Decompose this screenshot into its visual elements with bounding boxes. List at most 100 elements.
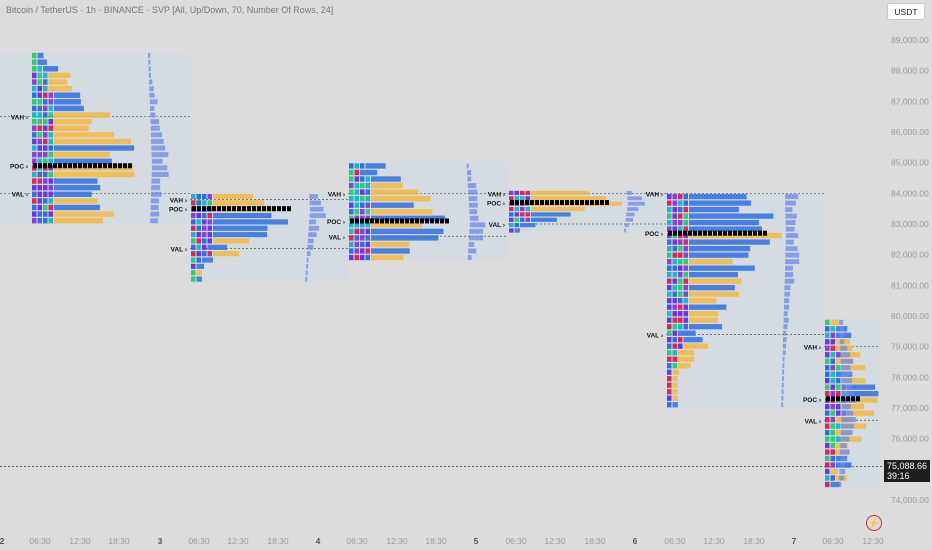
profile-cell xyxy=(672,265,677,271)
currency-button[interactable]: USDT xyxy=(887,3,925,20)
poc-segment xyxy=(738,230,742,236)
profile-cell xyxy=(683,304,688,310)
profile-cell xyxy=(349,182,354,189)
poc-segment xyxy=(113,163,117,169)
session-histogram-bar xyxy=(468,241,475,247)
profile-cell xyxy=(667,285,672,291)
volume-bar xyxy=(689,285,735,291)
profile-cell xyxy=(349,248,354,254)
profile-cell xyxy=(191,212,196,219)
profile-cell xyxy=(354,176,359,182)
poc-segment xyxy=(212,206,216,212)
volume-bar xyxy=(841,378,866,384)
poc-segment xyxy=(600,200,604,206)
volume-bar xyxy=(689,304,727,310)
volume-bar xyxy=(371,248,410,254)
x-tick-label: 2 xyxy=(0,536,5,546)
poc-segment xyxy=(836,396,840,402)
volume-bar xyxy=(678,356,695,362)
profile-cell xyxy=(825,468,830,475)
profile-cell xyxy=(830,352,835,358)
x-tick-label: 18:30 xyxy=(584,536,606,546)
profile-cell xyxy=(672,304,677,310)
poc-segment xyxy=(88,163,92,169)
profile-cell xyxy=(825,436,830,442)
profile-cell xyxy=(683,200,688,206)
profile-cell xyxy=(667,200,672,206)
session-histogram-bar xyxy=(309,194,319,199)
volume-bar xyxy=(54,145,135,151)
session-histogram-bar xyxy=(782,356,785,362)
x-tick-label: 18:30 xyxy=(267,536,289,546)
profile-cell xyxy=(830,345,835,351)
volume-bar xyxy=(54,132,114,138)
profile-cell xyxy=(672,252,677,258)
poc-segment xyxy=(370,218,374,224)
poc-segment xyxy=(763,230,767,236)
profile-cell xyxy=(667,324,672,330)
profile-cell xyxy=(672,343,677,349)
profile-cell xyxy=(825,358,830,364)
session-histogram-bar xyxy=(841,417,857,423)
poc-segment xyxy=(123,163,127,169)
profile-cell xyxy=(202,193,207,200)
lightning-bolt-icon[interactable]: ⚡ xyxy=(866,515,882,531)
profile-cell xyxy=(667,265,672,271)
profile-cell xyxy=(836,410,841,416)
level-label: POC › xyxy=(645,231,663,238)
poc-segment xyxy=(63,163,67,169)
volume-bar xyxy=(841,404,865,410)
profile-cell xyxy=(825,423,830,429)
profile-cell xyxy=(672,330,677,336)
profile-cell xyxy=(191,263,196,269)
profile-cell xyxy=(207,193,212,200)
volume-bar xyxy=(54,191,92,197)
profile-cell xyxy=(830,429,835,436)
poc-segment xyxy=(683,230,687,236)
profile-cell xyxy=(830,423,835,429)
profile-cell xyxy=(43,79,48,85)
profile-cell xyxy=(365,241,370,248)
profile-cell xyxy=(196,219,201,225)
profile-cell xyxy=(520,190,525,196)
session-histogram-bar xyxy=(782,343,787,349)
poc-segment xyxy=(355,218,359,224)
profile-cell xyxy=(678,285,683,291)
profile-cell xyxy=(667,369,672,375)
profile-cell xyxy=(667,382,672,388)
profile-cell xyxy=(672,213,677,219)
poc-segment xyxy=(237,206,241,212)
poc-segment xyxy=(590,200,594,206)
profile-cell xyxy=(48,151,53,158)
profile-cell xyxy=(678,200,683,206)
profile-cell xyxy=(672,226,677,232)
x-tick-label: 06:30 xyxy=(822,536,844,546)
volume-bar xyxy=(371,182,403,189)
poc-segment xyxy=(385,218,389,224)
profile-cell xyxy=(354,228,359,235)
level-label: VAH › xyxy=(646,191,663,198)
profile-cell xyxy=(683,239,688,245)
session-histogram-bar xyxy=(150,119,160,125)
profile-cell xyxy=(514,196,519,201)
poc-segment xyxy=(78,163,82,169)
last-price-value: 75,088.66 xyxy=(887,461,928,471)
profile-cell xyxy=(48,211,53,217)
session-histogram-bar xyxy=(627,201,645,206)
profile-cell xyxy=(678,311,683,317)
profile-cell xyxy=(836,391,841,397)
profile-cell xyxy=(37,85,42,92)
volume-bar xyxy=(531,196,607,201)
profile-cell xyxy=(191,276,196,282)
profile-cell xyxy=(830,391,835,397)
profile-cell xyxy=(683,324,688,330)
profile-cell xyxy=(360,254,365,261)
profile-cell xyxy=(191,232,196,238)
volume-bar xyxy=(689,245,751,252)
profile-cell xyxy=(196,257,201,263)
profile-cell xyxy=(43,171,48,178)
profile-cell xyxy=(37,184,42,191)
poc-segment xyxy=(550,200,554,206)
poc-segment xyxy=(585,200,589,206)
